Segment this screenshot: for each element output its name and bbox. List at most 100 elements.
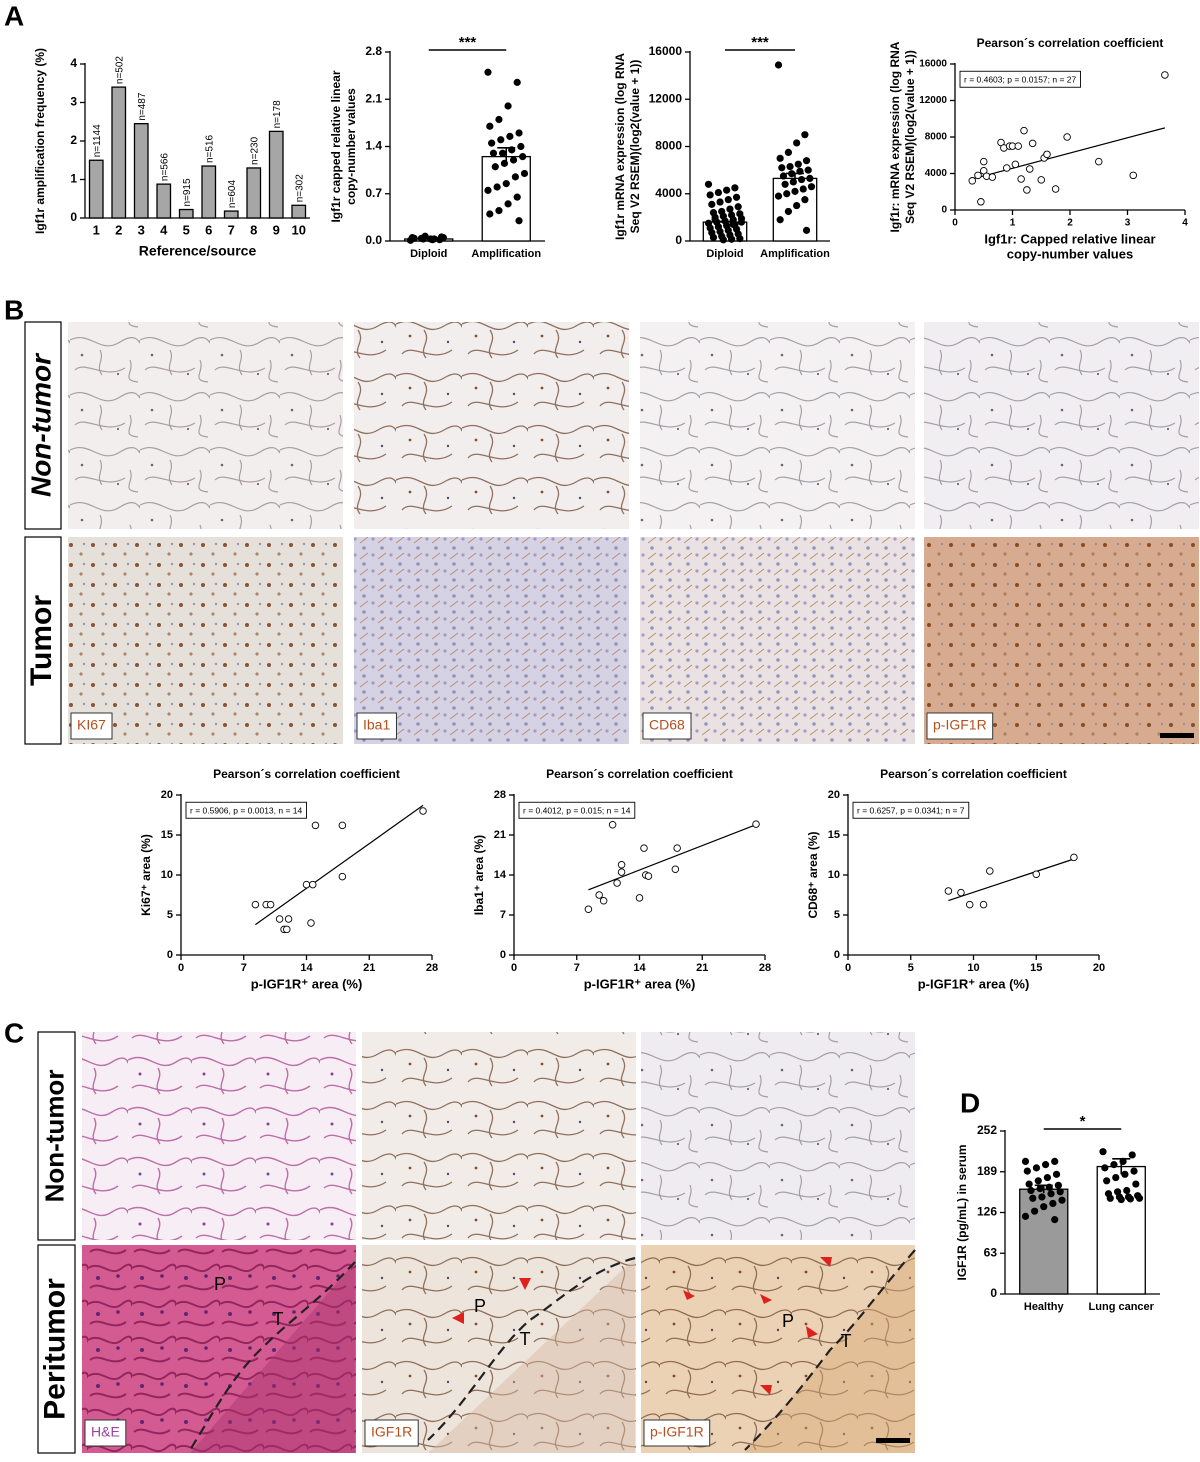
region-label: P — [214, 1274, 226, 1294]
image-panels — [68, 322, 1199, 1453]
y-axis-label: Iba1⁺ area (%) — [472, 835, 486, 915]
tumor-region — [428, 1258, 635, 1453]
data-point — [504, 200, 512, 208]
data-point — [709, 233, 718, 242]
data-point — [1027, 1186, 1035, 1195]
data-point — [644, 872, 653, 880]
data-point — [1106, 1194, 1114, 1202]
region-label: T — [841, 1331, 852, 1351]
bar-label: n=915 — [182, 178, 193, 207]
data-point — [986, 867, 994, 875]
data-point — [671, 865, 680, 874]
x-tick-label: 8 — [250, 222, 257, 237]
data-point — [781, 180, 789, 188]
error-bar — [497, 147, 516, 166]
data-point — [1021, 1212, 1030, 1220]
micrograph-texture — [640, 537, 915, 744]
y-tick-label: 0 — [675, 233, 682, 247]
data-point — [1094, 157, 1103, 166]
x-tick-label: 5 — [183, 222, 190, 237]
data-point — [807, 183, 816, 191]
data-point — [968, 177, 977, 185]
stain-label: p-IGF1R — [650, 1424, 704, 1440]
data-point — [1058, 1196, 1066, 1204]
data-point — [1135, 1194, 1144, 1202]
data-point — [1052, 1170, 1061, 1178]
data-point — [799, 185, 807, 193]
y-axis-label: Seq V2 RSEM)(log2(value + 1)) — [628, 60, 642, 234]
fit-line — [255, 804, 424, 926]
data-point — [1103, 1177, 1111, 1185]
data-point — [1025, 165, 1034, 173]
data-point — [1043, 1173, 1052, 1182]
data-point — [1038, 1193, 1046, 1201]
y-tick-label: 21 — [494, 829, 506, 841]
data-point — [716, 198, 724, 206]
bar-label: n=302 — [294, 174, 305, 203]
data-point — [1063, 133, 1071, 141]
data-point — [778, 164, 786, 172]
data-point — [957, 888, 965, 897]
bar — [178, 208, 194, 219]
row-label-box — [24, 536, 62, 745]
y-tick-label: 16000 — [919, 59, 947, 70]
bar-label: n=516 — [204, 135, 215, 164]
chart-title: Pearson´s correlation coefficient — [977, 36, 1164, 50]
data-point — [307, 919, 315, 927]
micrograph-texture — [924, 537, 1199, 744]
significance: * — [1080, 1113, 1086, 1130]
data-point — [726, 205, 734, 213]
bar — [481, 155, 531, 242]
x-tick-label: 7 — [574, 962, 580, 974]
y-tick-label: 15 — [161, 829, 173, 841]
significance: *** — [751, 34, 769, 51]
data-point — [727, 235, 736, 243]
data-point — [736, 235, 744, 243]
scale-bar — [876, 1438, 910, 1443]
data-point — [251, 900, 260, 909]
x-axis-label: copy-number values — [1007, 246, 1133, 261]
micrograph-texture — [641, 1032, 915, 1240]
y-axis-label: Igf1r capped relative linear — [329, 70, 343, 222]
data-point — [1112, 1173, 1120, 1182]
x-axis-label: Igf1r: Capped relative linear — [984, 231, 1155, 246]
stain-label-box — [356, 712, 397, 740]
x-tick-label: 0 — [845, 962, 851, 974]
chart-title: Pearson´s correlation coefficient — [880, 767, 1067, 781]
annotation-box — [852, 801, 970, 819]
x-tick-label: Diploid — [410, 248, 447, 260]
stain-label: H&E — [91, 1424, 120, 1440]
y-tick-label: 8000 — [925, 132, 948, 143]
y-tick-label: 28 — [494, 789, 506, 801]
data-point — [719, 236, 727, 244]
stain-label: CD68 — [649, 717, 685, 733]
data-point — [515, 217, 523, 225]
data-point — [1123, 1186, 1131, 1195]
micrograph-texture — [362, 1032, 636, 1240]
data-point — [1020, 126, 1028, 135]
error-bar — [716, 220, 734, 223]
row-label-box — [37, 1244, 76, 1454]
data-point — [806, 174, 814, 182]
micrograph-texture — [354, 322, 629, 529]
row-label: Tumor — [25, 595, 58, 686]
data-point — [774, 192, 783, 200]
data-point — [1101, 1164, 1109, 1172]
y-tick-label: 1 — [70, 172, 77, 186]
data-point — [737, 218, 746, 226]
scale-bar — [1160, 733, 1194, 738]
tumor-region — [190, 1262, 355, 1453]
data-point — [708, 200, 716, 208]
data-point — [1028, 139, 1037, 148]
bar — [1096, 1165, 1146, 1295]
x-tick-label: 3 — [138, 222, 145, 237]
y-tick-label: 8000 — [655, 139, 682, 153]
data-point — [1070, 853, 1078, 862]
data-point — [439, 234, 447, 242]
data-point — [797, 175, 806, 184]
y-axis-label: CD68⁺ area (%) — [806, 831, 820, 918]
data-point — [1043, 150, 1051, 159]
data-point — [520, 169, 529, 178]
data-point — [1129, 171, 1137, 180]
x-tick-label: 4 — [1182, 218, 1188, 229]
